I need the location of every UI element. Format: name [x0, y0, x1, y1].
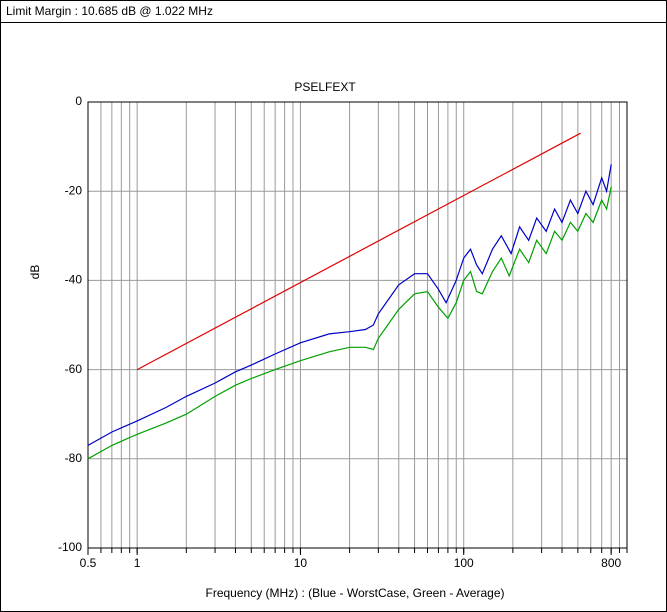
- y-axis-label: dB: [28, 265, 42, 280]
- y-tick-label: -20: [65, 183, 83, 197]
- series-line: [87, 186, 612, 460]
- plot-frame: [87, 101, 628, 549]
- y-tick-label: -60: [65, 362, 83, 376]
- y-tick-label: -100: [58, 540, 82, 554]
- x-tick-label: 10: [294, 556, 308, 570]
- x-tick-label: 1: [134, 556, 141, 570]
- x-tick-label: 0.5: [80, 556, 97, 570]
- y-tick-label: 0: [75, 94, 82, 108]
- x-tick-label: 800: [601, 556, 621, 570]
- x-axis-label: Frequency (MHz) : (Blue - WorstCase, Gre…: [206, 586, 505, 600]
- series-line: [136, 132, 581, 371]
- header: Limit Margin : 10.685 dB @ 1.022 MHz: [6, 4, 213, 18]
- chart-title: PSELFEXT: [294, 80, 356, 94]
- x-tick-label: 100: [454, 556, 474, 570]
- y-tick-label: -80: [65, 451, 83, 465]
- y-tick-label: -40: [65, 273, 83, 287]
- series-line: [87, 164, 612, 446]
